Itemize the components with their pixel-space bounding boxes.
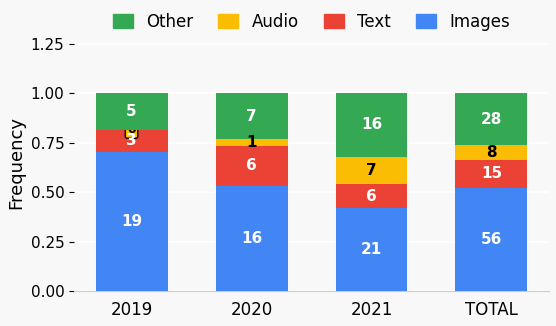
Text: 21: 21	[361, 242, 382, 257]
Text: 1: 1	[246, 135, 257, 150]
Text: 6: 6	[246, 158, 257, 173]
Bar	[335, 156, 408, 184]
Text: 16: 16	[241, 231, 262, 246]
Text: 7: 7	[246, 109, 257, 124]
Text: 28: 28	[481, 111, 502, 126]
Text: 56: 56	[481, 232, 502, 247]
Bar	[96, 130, 167, 152]
Text: 15: 15	[481, 166, 502, 181]
Text: 6: 6	[366, 189, 377, 204]
Y-axis label: Frequency: Frequency	[7, 116, 25, 209]
Bar	[216, 93, 287, 140]
Bar	[216, 140, 287, 146]
Bar	[96, 152, 167, 291]
Text: 0: 0	[127, 123, 136, 136]
Bar	[335, 93, 408, 156]
Text: 5: 5	[126, 104, 137, 119]
Bar	[216, 186, 287, 291]
Bar	[96, 93, 167, 130]
Text: 8: 8	[486, 145, 497, 160]
Bar	[455, 188, 528, 291]
Bar	[216, 146, 287, 186]
Bar	[455, 93, 528, 145]
Bar	[335, 184, 408, 208]
Text: 16: 16	[361, 117, 382, 132]
Legend: Other, Audio, Text, Images: Other, Audio, Text, Images	[106, 6, 517, 37]
Bar	[455, 160, 528, 188]
Text: 7: 7	[366, 163, 377, 178]
Bar	[455, 145, 528, 160]
Text: 3: 3	[126, 133, 137, 148]
Text: 19: 19	[121, 214, 142, 229]
Bar	[335, 208, 408, 291]
